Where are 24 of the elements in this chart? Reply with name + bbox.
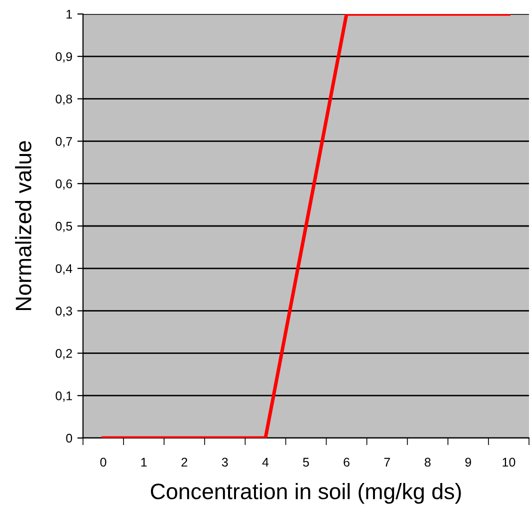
y-tick-label: 0,4 [56, 264, 72, 275]
x-tick-label: 0 [100, 458, 106, 467]
y-tick-label: 0,1 [56, 391, 72, 402]
y-tick-label: 0,7 [56, 137, 72, 148]
x-tick-label: 7 [384, 458, 390, 467]
y-tick-label: 1 [66, 10, 72, 19]
x-axis-title: Concentration in soil (mg/kg ds) [150, 482, 461, 504]
y-axis-title: Normalized value [15, 141, 32, 310]
x-tick-label: 3 [222, 458, 228, 467]
x-tick-label: 6 [344, 458, 350, 467]
x-tick-label: 9 [465, 458, 472, 467]
y-tick-label: 0,3 [56, 306, 72, 317]
y-tick-label: 0,8 [56, 94, 72, 105]
y-tick-label: 0,5 [56, 222, 72, 232]
x-tick-label: 8 [424, 458, 431, 467]
y-tick-label: 0,9 [56, 52, 72, 63]
y-tick-label: 0,2 [56, 349, 72, 360]
x-tick-label: 1 [141, 458, 147, 467]
x-tick-label: 2 [182, 458, 188, 467]
y-tick-label: 0 [66, 434, 72, 443]
y-tick-label: 0,6 [56, 179, 72, 190]
x-tick-label: 4 [262, 458, 269, 467]
x-tick-label: 10 [502, 458, 516, 467]
x-tick-label: 5 [303, 458, 309, 467]
